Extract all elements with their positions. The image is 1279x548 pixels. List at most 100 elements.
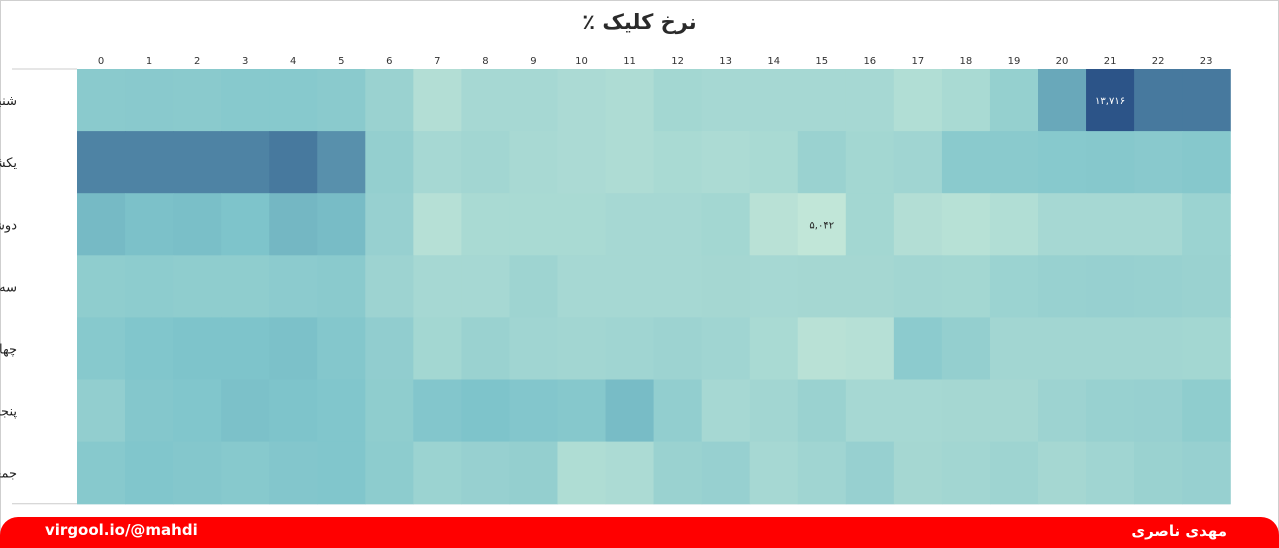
- y-tick-label: شنبه: [0, 94, 17, 109]
- heatmap-cell: [989, 379, 1039, 443]
- footer-link[interactable]: virgool.io/@mahdi: [45, 521, 198, 539]
- heatmap-cell: [653, 379, 703, 443]
- heatmap-cell: [701, 379, 751, 443]
- heatmap-cell: [365, 441, 414, 505]
- heatmap-cell: [653, 69, 703, 132]
- heatmap-cell: [365, 379, 414, 443]
- heatmap-cell: [941, 69, 991, 132]
- heatmap-cell: [797, 317, 847, 381]
- x-tick-label: 8: [482, 56, 488, 67]
- footer-bar: virgool.io/@mahdi مهدی ناصری: [0, 517, 1279, 548]
- heatmap-cell: [1086, 69, 1135, 132]
- heatmap-cell: [1038, 441, 1087, 505]
- heatmap-cell: [509, 69, 559, 132]
- heatmap-cell: [221, 379, 270, 443]
- heatmap-cell: [701, 441, 751, 505]
- heatmap-cell: [845, 379, 895, 443]
- heatmap-cell: [653, 255, 703, 318]
- heatmap-cell: [269, 255, 318, 318]
- heatmap-cell: [1086, 441, 1135, 505]
- heatmap-cell: [941, 379, 991, 443]
- heatmap-cell: [509, 131, 559, 194]
- heatmap-cell: [653, 317, 703, 381]
- heatmap-cell: [605, 69, 655, 132]
- heatmap-cell: [221, 131, 270, 194]
- heatmap-cell: [989, 131, 1039, 194]
- heatmap-cell: [941, 317, 991, 381]
- heatmap-cell: [845, 69, 895, 132]
- heatmap-cell: [269, 379, 318, 443]
- x-tick-label: 15: [815, 56, 828, 67]
- heatmap-cell: [557, 379, 607, 443]
- heatmap-cell: [269, 193, 318, 256]
- heatmap-cell: [1134, 255, 1183, 318]
- heatmap-cell: [77, 441, 126, 505]
- heatmap-cell: [77, 131, 126, 194]
- heatmap-cell: [125, 317, 174, 381]
- y-tick-label: دوشنبه: [0, 218, 17, 233]
- heatmap-cell: [989, 193, 1039, 256]
- heatmap-cell: [797, 131, 847, 194]
- heatmap-cell: [317, 193, 366, 256]
- heatmap-cell: [413, 441, 462, 505]
- x-tick-label: 13: [719, 56, 732, 67]
- heatmap-cell: [461, 255, 511, 318]
- heatmap-cell: [845, 317, 895, 381]
- heatmap-cell: [77, 193, 126, 256]
- heatmap-cell: [461, 193, 511, 256]
- heatmap-cell: [605, 255, 655, 318]
- x-tick-label: 23: [1200, 56, 1213, 67]
- heatmap-cell: [797, 193, 847, 256]
- heatmap-cell: [1038, 379, 1087, 443]
- x-tick-label: 2: [194, 56, 200, 67]
- heatmap-cell: [173, 379, 222, 443]
- heatmap-cell: [125, 255, 174, 318]
- heatmap-cell: [701, 255, 751, 318]
- heatmap-cell: [173, 255, 222, 318]
- heatmap-cell: [701, 317, 751, 381]
- data-label: ۱۳,۷۱۶: [1095, 96, 1125, 107]
- heatmap-cell: [173, 69, 222, 132]
- y-tick-label: سه شنبه: [0, 280, 17, 295]
- heatmap-cell: [365, 69, 414, 132]
- heatmap-cell: [317, 69, 366, 132]
- heatmap-cell: [941, 131, 991, 194]
- heatmap-cell: [1182, 317, 1231, 381]
- heatmap-cell: [1182, 441, 1231, 505]
- x-tick-label: 16: [863, 56, 876, 67]
- heatmap-cell: [125, 379, 174, 443]
- heatmap-cell: [413, 131, 462, 194]
- heatmap-cell: [77, 255, 126, 318]
- heatmap-cell: [125, 131, 174, 194]
- heatmap-cell: [605, 193, 655, 256]
- y-tick-label: جمعه: [0, 467, 17, 482]
- heatmap-cell: [605, 131, 655, 194]
- heatmap-cell: [749, 379, 799, 443]
- heatmap-cell: [317, 441, 366, 505]
- heatmap-cell: [1182, 193, 1231, 256]
- heatmap-cell: [749, 441, 799, 505]
- heatmap-cell: [1038, 317, 1087, 381]
- heatmap-cell: [461, 69, 511, 132]
- heatmap-cell: [221, 255, 270, 318]
- heatmap-cell: [701, 193, 751, 256]
- x-tick-label: 5: [338, 56, 344, 67]
- heatmap-cell: [461, 379, 511, 443]
- heatmap-cell: [893, 131, 943, 194]
- heatmap-cell: [413, 379, 462, 443]
- heatmap-cell: [1086, 131, 1135, 194]
- heatmap-cell: [509, 193, 559, 256]
- heatmap-cell: [1134, 193, 1183, 256]
- heatmap-cell: [557, 441, 607, 505]
- heatmap-cell: [173, 441, 222, 505]
- x-tick-label: 21: [1104, 56, 1117, 67]
- y-tick-label: چهارشنبه: [0, 342, 17, 357]
- heatmap-cell: [1038, 193, 1087, 256]
- heatmap-cell: [1134, 379, 1183, 443]
- heatmap-cell: [509, 441, 559, 505]
- heatmap-cell: [941, 193, 991, 256]
- heatmap-cell: [893, 255, 943, 318]
- heatmap-cell: [749, 193, 799, 256]
- x-tick-label: 11: [623, 56, 636, 67]
- heatmap-cell: [413, 69, 462, 132]
